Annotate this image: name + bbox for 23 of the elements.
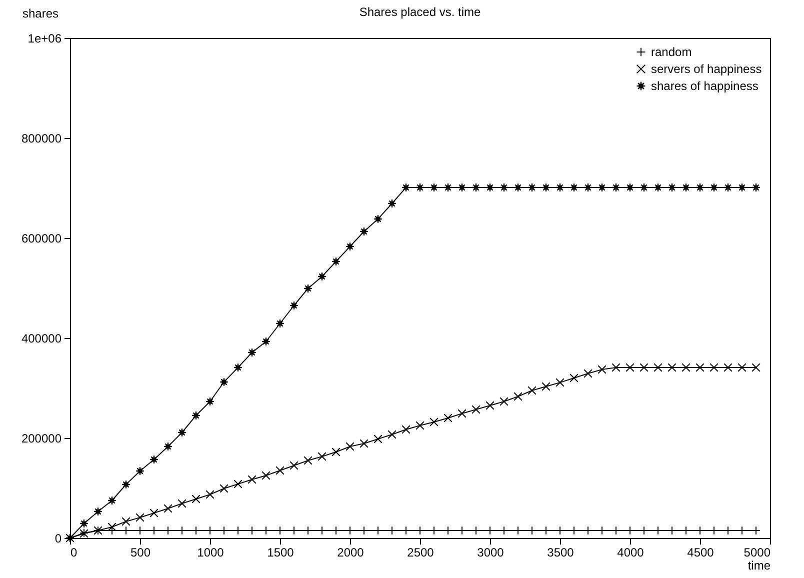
x-tick-label: 3500 <box>547 546 574 560</box>
x-tick-label: 5000 <box>744 546 771 560</box>
x-tick-label: 2500 <box>407 546 434 560</box>
legend-label: random <box>651 45 692 59</box>
y-tick-label: 0 <box>54 532 62 546</box>
y-tick-label: 800000 <box>21 132 62 146</box>
y-tick-label: 400000 <box>21 332 62 346</box>
legend-label: shares of happiness <box>651 79 758 93</box>
x-axis-title: time <box>748 558 771 572</box>
legend-label: servers of happiness <box>651 62 762 76</box>
x-tick-label: 3000 <box>477 546 504 560</box>
y-tick-label: 200000 <box>21 432 62 446</box>
y-axis-title: shares <box>22 6 59 20</box>
x-tick-label: 0 <box>70 546 78 560</box>
x-tick-label: 4500 <box>687 546 714 560</box>
x-tick-label: 4000 <box>617 546 644 560</box>
x-tick-label: 2000 <box>337 546 364 560</box>
x-tick-label: 500 <box>130 546 151 560</box>
x-tick-label: 1500 <box>267 546 294 560</box>
x-tick-label: 1000 <box>197 546 224 560</box>
y-tick-label: 600000 <box>21 232 62 246</box>
chart-title: Shares placed vs. time <box>359 5 482 19</box>
y-tick-label: 1e+06 <box>28 32 62 46</box>
